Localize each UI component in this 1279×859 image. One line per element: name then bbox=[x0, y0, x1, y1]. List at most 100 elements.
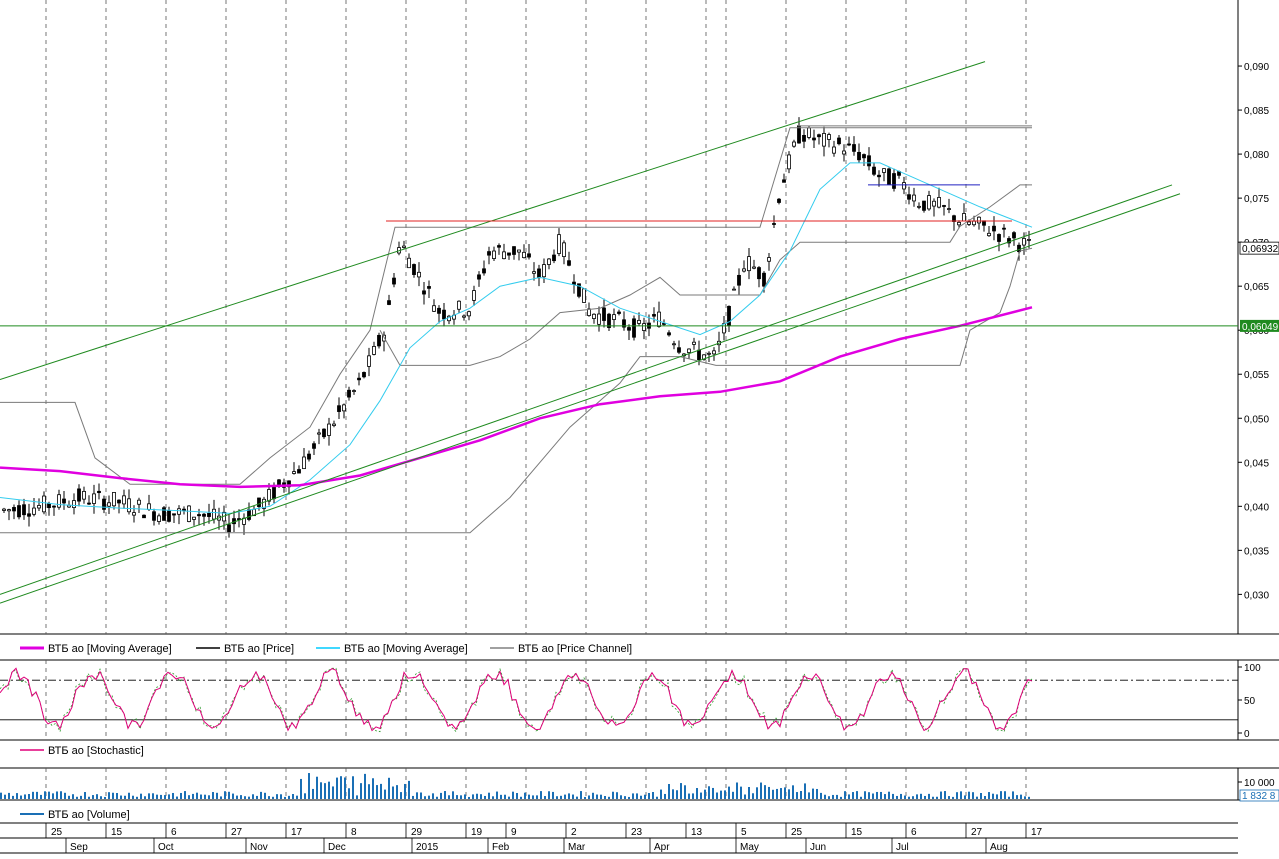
volume-panel: 10 000 1 832 8 ВТБ ао [Volume] bbox=[0, 773, 1279, 821]
candle-body bbox=[922, 200, 926, 211]
candle-body bbox=[852, 144, 856, 152]
candle-body bbox=[302, 456, 306, 470]
candle-body bbox=[842, 150, 846, 155]
candle-body bbox=[152, 511, 156, 521]
candle-body bbox=[387, 300, 391, 305]
candle-body bbox=[777, 198, 781, 203]
candle-body bbox=[112, 492, 116, 507]
candle-body bbox=[582, 288, 586, 303]
x-day-label: 8 bbox=[351, 827, 357, 838]
candle-body bbox=[172, 513, 176, 516]
candle-body bbox=[577, 283, 581, 297]
candle-body bbox=[557, 234, 561, 254]
candle-body bbox=[427, 286, 431, 289]
x-month-label: Sep bbox=[70, 842, 88, 853]
candle-body bbox=[122, 495, 126, 505]
x-axis: 25 15 6 27 17 8 29 19 9 2 23 13 5 25 15 6 27 17 Sep Oct Nov D… bbox=[0, 822, 1238, 854]
candle-body bbox=[272, 485, 276, 500]
candle-body bbox=[927, 195, 931, 210]
candle-body bbox=[267, 489, 271, 502]
candle-body bbox=[652, 314, 656, 317]
stoch-tick-label: 0 bbox=[1244, 729, 1250, 740]
candle-body bbox=[332, 423, 336, 426]
candle-body bbox=[17, 505, 21, 518]
candle-body bbox=[657, 311, 661, 327]
candle-body bbox=[487, 251, 491, 256]
legend-label: ВТБ ао [Price] bbox=[224, 643, 294, 655]
candle-body bbox=[137, 499, 141, 505]
legend-label: ВТБ ао [Price Channel] bbox=[518, 643, 632, 655]
candle-body bbox=[292, 471, 296, 474]
candle-body bbox=[402, 245, 406, 248]
candle-body bbox=[892, 173, 896, 189]
price-legend: ВТБ ао [Moving Average] ВТБ ао [Price] ВТБ… bbox=[20, 643, 632, 655]
candle-body bbox=[82, 490, 86, 500]
candle-body bbox=[342, 404, 346, 412]
candle-body bbox=[62, 498, 66, 504]
candle-body bbox=[987, 232, 991, 237]
x-day-label: 6 bbox=[911, 827, 917, 838]
candle-body bbox=[972, 220, 976, 226]
candle-body bbox=[87, 502, 91, 505]
y-tick-label: 0,090 bbox=[1244, 62, 1269, 73]
y-tick-label: 0,035 bbox=[1244, 546, 1269, 557]
candle-body bbox=[187, 505, 191, 522]
x-month-label: Mar bbox=[568, 842, 586, 853]
x-day-label: 15 bbox=[111, 827, 123, 838]
last-price-label: 0,06932 bbox=[1242, 244, 1279, 255]
candle-body bbox=[867, 155, 871, 167]
candle-body bbox=[817, 134, 821, 138]
y-tick-label: 0,055 bbox=[1244, 370, 1269, 381]
candle-body bbox=[642, 323, 646, 331]
candle-body bbox=[1012, 232, 1016, 239]
candle-body bbox=[912, 194, 916, 202]
candle-body bbox=[7, 509, 11, 512]
candle-body bbox=[612, 314, 616, 320]
candle-body bbox=[377, 334, 381, 347]
candle-body bbox=[437, 307, 441, 314]
price-channel-lower bbox=[0, 247, 1033, 534]
candle-body bbox=[307, 453, 311, 460]
candle-body bbox=[522, 251, 526, 259]
y-tick-label: 0,050 bbox=[1244, 414, 1269, 425]
candle-body bbox=[497, 245, 501, 248]
candle-body bbox=[747, 256, 751, 272]
candle-body bbox=[977, 216, 981, 224]
x-day-label: 13 bbox=[691, 827, 703, 838]
overlays bbox=[0, 61, 1238, 604]
y-tick-label: 0,045 bbox=[1244, 458, 1269, 469]
stoch-line bbox=[0, 667, 1033, 732]
legend-label: ВТБ ао [Moving Average] bbox=[48, 643, 172, 655]
candle-body bbox=[932, 200, 936, 207]
candle-body bbox=[57, 494, 61, 508]
candle-body bbox=[362, 372, 366, 378]
candle-body bbox=[637, 319, 641, 324]
candle-body bbox=[957, 221, 961, 226]
candle-body bbox=[257, 497, 261, 508]
candle-body bbox=[992, 225, 996, 232]
x-month-label: Feb bbox=[492, 842, 510, 853]
candle-body bbox=[732, 288, 736, 291]
candle-body bbox=[107, 502, 111, 507]
candle-body bbox=[707, 352, 711, 355]
candle-body bbox=[837, 137, 841, 145]
candle-body bbox=[1002, 227, 1006, 230]
x-day-label: 19 bbox=[471, 827, 483, 838]
candle-body bbox=[2, 508, 6, 511]
volume-last-label: 1 832 8 bbox=[1242, 791, 1276, 802]
volume-last-bg bbox=[1239, 789, 1279, 802]
candle-body bbox=[602, 307, 606, 321]
candle-body bbox=[667, 332, 671, 336]
candle-body bbox=[802, 135, 806, 142]
candle-body bbox=[167, 510, 171, 522]
candle-body bbox=[162, 507, 166, 521]
candle-body bbox=[297, 469, 301, 474]
candle-body bbox=[312, 443, 316, 449]
trendline-lower-1 bbox=[0, 184, 1173, 595]
candle-body bbox=[192, 516, 196, 520]
candle-body bbox=[97, 490, 101, 494]
candle-body bbox=[322, 428, 326, 438]
legend-label: ВТБ ао [Moving Average] bbox=[344, 643, 468, 655]
candle-body bbox=[737, 274, 741, 286]
candle-body bbox=[417, 271, 421, 278]
